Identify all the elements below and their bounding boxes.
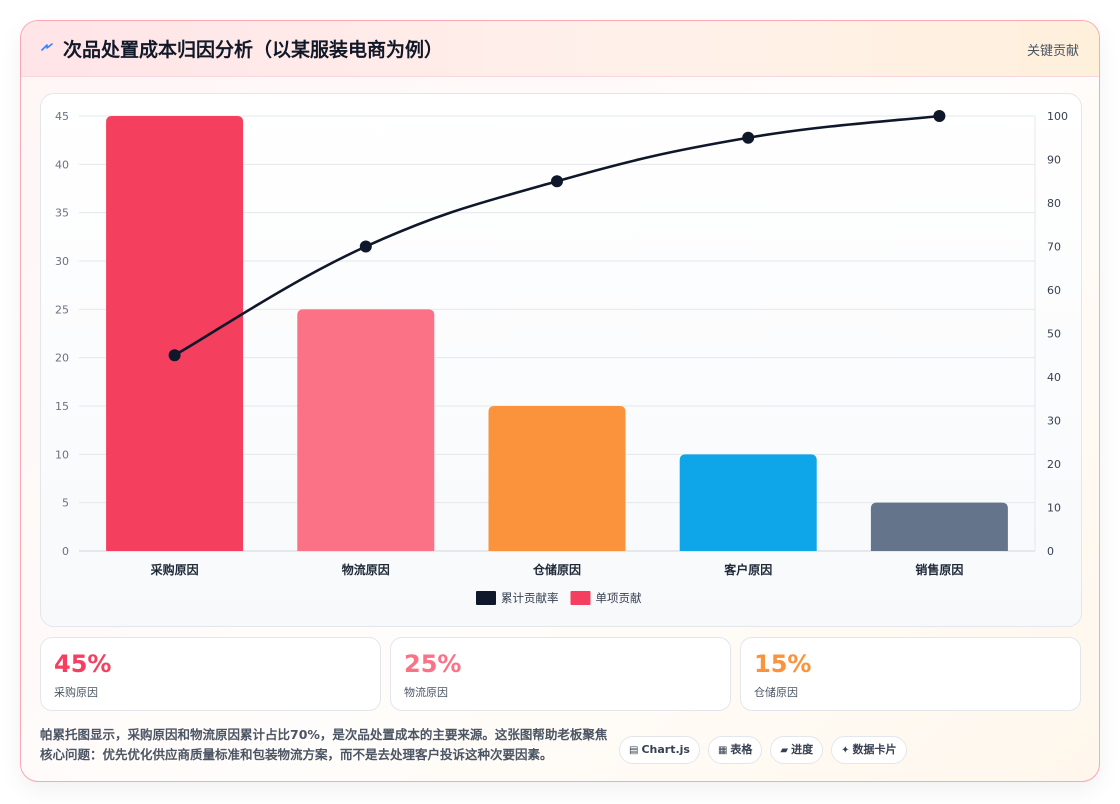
cumulative-point-1 [168,349,181,362]
y-right-tick-label: 20 [1047,458,1061,471]
y-left-tick-label: 35 [55,207,69,220]
stat-card-procurement: 45% 采购原因 [40,637,381,711]
chart-panel: 0 5 10 15 20 25 30 35 40 45 0 10 20 30 40 50 60 70 80 90 100… [40,93,1082,627]
y-left-tick-label: 10 [55,448,69,461]
y-right-tick-label: 90 [1047,154,1061,167]
stat-card-warehouse: 15% 仓储原因 [740,637,1081,711]
stat-label: 物流原因 [404,686,448,699]
y-right-tick-label: 0 [1047,545,1054,558]
bar-2 [297,309,435,551]
bar-5 [870,502,1008,551]
y-right-tick-label: 80 [1047,197,1061,210]
pareto-chart: 0 5 10 15 20 25 30 35 40 45 0 10 20 30 40 50 60 70 80 90 100… [55,110,1068,605]
y-right-tick-label: 100 [1047,110,1068,123]
stat-value: 25% [404,650,462,678]
y-left-tick-label: 45 [55,110,69,123]
chip-progress[interactable]: ▰ 进度 [770,736,824,764]
stat-value: 45% [54,650,112,678]
y-left-tick-label: 20 [55,352,69,365]
page-title: 次品处置成本归因分析（以某服装电商为例） [63,39,444,61]
cumulative-point-4 [742,131,755,144]
y-right-tick-label: 70 [1047,241,1061,254]
y-left-tick-label: 15 [55,400,69,413]
bar-3 [488,406,626,551]
x-tick-label: 客户原因 [723,562,772,577]
cumulative-point-3 [551,175,563,188]
sparkle-icon: ✦ [841,745,850,756]
lightning-bolt-icon [41,43,53,51]
chip-data-card[interactable]: ✦ 数据卡片 [831,736,907,764]
stat-value: 15% [754,650,812,678]
y-right-tick-label: 10 [1047,502,1061,515]
y-right-tick-label: 50 [1047,328,1061,341]
card-header: 次品处置成本归因分析（以某服装电商为例） 关键贡献 [21,21,1099,77]
cumulative-point-5 [933,110,946,122]
tech-chips: ▤ Chart.js ▦ 表格 ▰ 进度 ✦ 数据卡片 [619,736,907,764]
legend-label-2: 单项贡献 [596,591,642,605]
chip-label: 进度 [791,743,814,756]
y-left-tick-label: 25 [55,303,69,316]
chip-label: 表格 [730,743,753,756]
cumulative-line [173,114,940,357]
x-tick-label: 物流原因 [342,562,390,577]
chart-icon: ▤ [629,745,639,756]
cumulative-point-2 [359,240,372,253]
y-left-tick-label: 0 [62,545,69,558]
chip-label: Chart.js [641,743,690,756]
x-tick-label: 销售原因 [915,562,963,577]
y-right-tick-label: 60 [1047,284,1061,297]
y-left-tick-label: 30 [55,255,69,268]
chip-table[interactable]: ▦ 表格 [707,736,763,764]
chip-label: 数据卡片 [852,743,897,756]
legend-swatch-1 [476,591,496,605]
x-tick-label: 采购原因 [150,562,199,577]
stat-label: 仓储原因 [754,686,798,699]
stat-label: 采购原因 [54,686,98,699]
legend: 累计贡献率 单项贡献 [476,591,642,605]
y-left-tick-label: 40 [55,158,69,171]
bar-4 [679,454,817,551]
table-icon: ▦ [717,745,728,756]
legend-swatch-2 [570,591,591,605]
report-card: 次品处置成本归因分析（以某服装电商为例） 关键贡献 0 5 10 15 20 25 30 35… [20,20,1100,782]
header-tag: 关键贡献 [1026,44,1079,59]
progress-icon: ▰ [780,745,789,756]
bar-1 [106,116,244,551]
y-left-tick-label: 5 [62,497,69,510]
y-right-tick-label: 40 [1047,371,1061,384]
stat-card-logistics: 25% 物流原因 [390,637,731,711]
legend-label-1: 累计贡献率 [501,591,559,605]
y-right-tick-label: 30 [1047,415,1061,428]
chip-chartjs[interactable]: ▤ Chart.js [619,736,700,764]
x-tick-label: 仓储原因 [532,562,581,577]
summary-text: 帕累托图显示，采购原因和物流原因累计占比70%，是次品处置成本的主要来源。这张图… [40,727,608,762]
